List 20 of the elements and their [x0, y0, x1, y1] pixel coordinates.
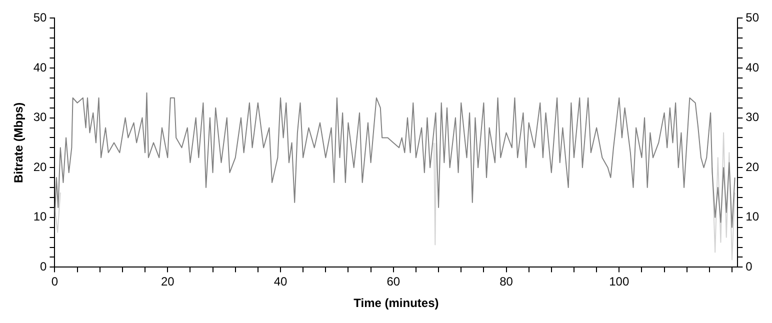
x-tick-label: 0	[51, 274, 58, 289]
y2-tick-label: 50	[746, 10, 760, 25]
y-tick-label: 20	[33, 160, 48, 174]
x-axis-title: Time (minutes)	[354, 296, 439, 310]
y2-tick-label: 40	[746, 60, 760, 74]
x-tick-label: 80	[500, 274, 514, 289]
y-tick-label: 30	[33, 110, 48, 124]
y2-tick-label: 10	[746, 210, 760, 224]
y2-tick-label: 20	[746, 160, 760, 174]
y-tick-label: 10	[33, 210, 48, 224]
y-tick-label: 40	[33, 60, 48, 74]
y-axis-title: Bitrate (Mbps)	[12, 102, 26, 184]
y2-tick-label: 30	[746, 110, 760, 124]
x-tick-label: 60	[386, 274, 400, 289]
y2-tick-label: 0	[746, 260, 753, 274]
x-tick-label: 20	[160, 274, 175, 289]
x-tick-label: 100	[609, 274, 630, 289]
x-tick-label: 40	[274, 274, 288, 289]
y-tick-label: 50	[33, 10, 48, 25]
y-tick-label: 0	[40, 260, 48, 274]
